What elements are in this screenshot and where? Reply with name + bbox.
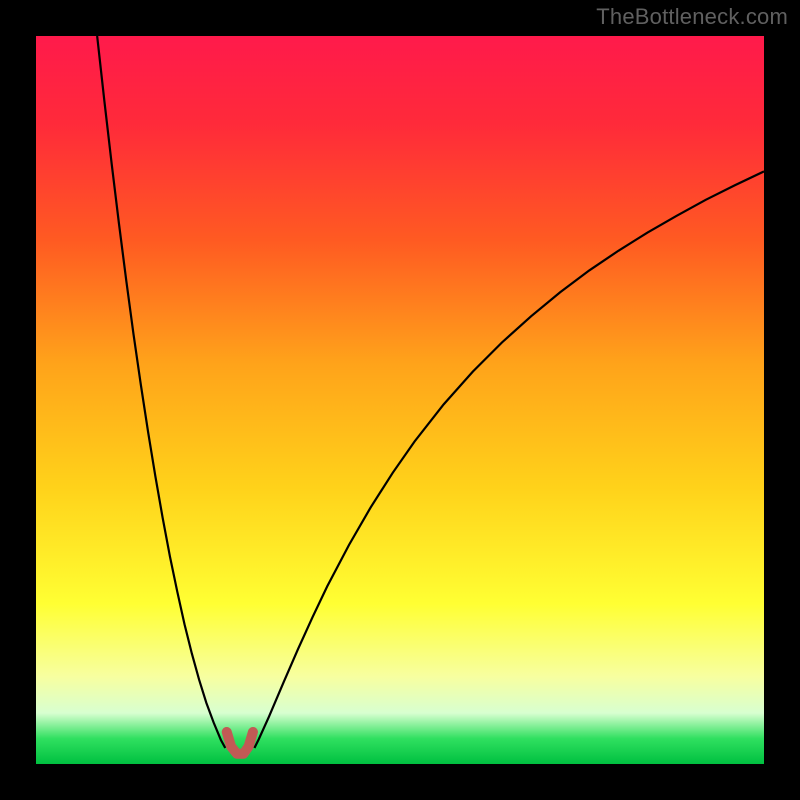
- chart-container: TheBottleneck.com: [0, 0, 800, 800]
- bottleneck-chart: [0, 0, 800, 800]
- watermark-text: TheBottleneck.com: [596, 4, 788, 30]
- gradient-field: [36, 36, 764, 764]
